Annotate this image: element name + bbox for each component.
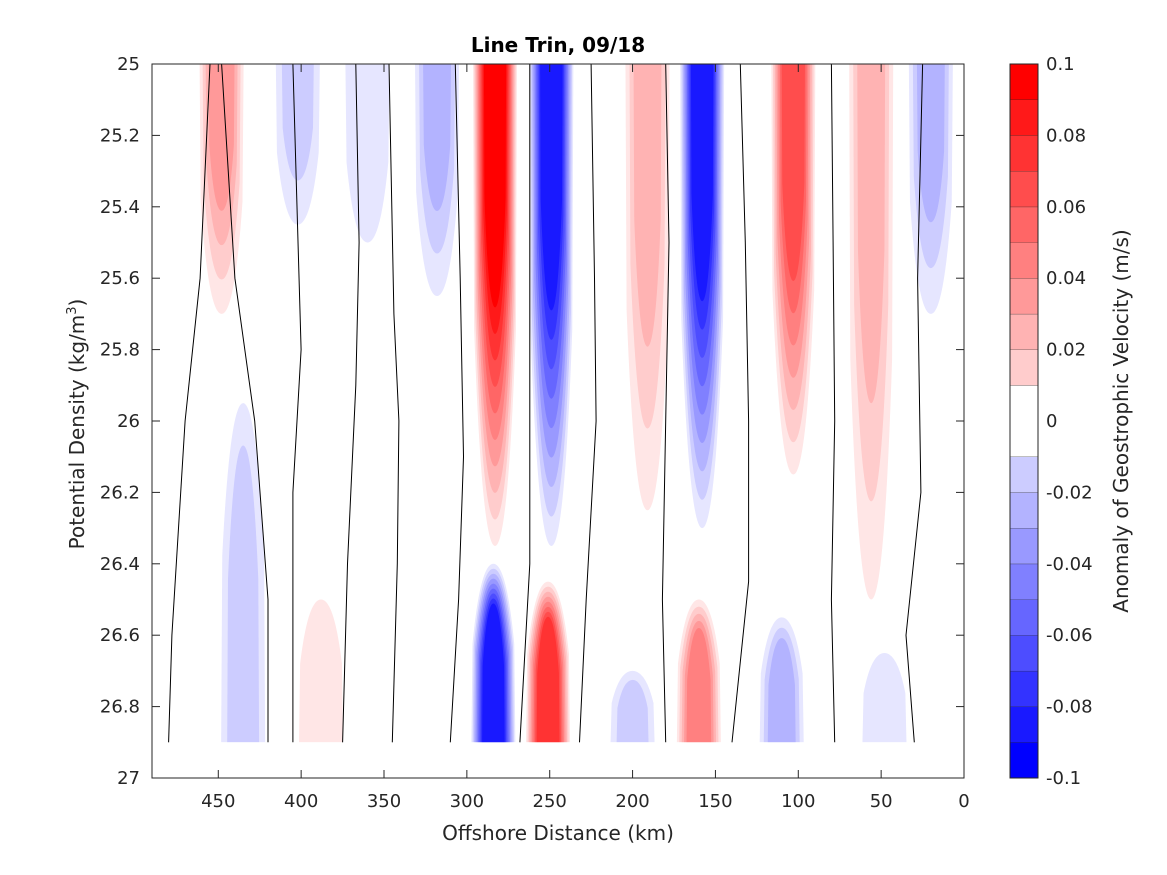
- x-tick-label-8: 50: [870, 791, 893, 812]
- y-tick-label-10: 27: [117, 768, 140, 789]
- zero-contour-lines: [168, 64, 924, 743]
- colorbar-swatch-9: [1010, 385, 1038, 457]
- colorbar-swatch-17: [1010, 99, 1038, 136]
- colorbar-swatch-1: [1010, 706, 1038, 743]
- zero-contour-3: [342, 64, 360, 743]
- contour-band-14-7: [536, 616, 560, 743]
- y-tick-label-3: 25.6: [100, 268, 140, 289]
- contour-band-5-8: [540, 64, 563, 311]
- colorbar-tick-label-9: -0.08: [1046, 697, 1093, 718]
- no-data-region: [152, 742, 964, 778]
- colorbar-swatch-3: [1010, 635, 1038, 671]
- colorbar-swatch-11: [1010, 313, 1038, 350]
- colorbar-swatch-18: [1010, 64, 1038, 100]
- contour-band-8-6: [781, 64, 805, 282]
- zero-contour-5: [449, 64, 465, 743]
- y-axis-title: Potential Density (kg/m3): [65, 299, 89, 550]
- zero-contour-7: [579, 64, 597, 743]
- y-tick-label-9: 26.8: [100, 697, 140, 718]
- colorbar-swatch-15: [1010, 171, 1038, 207]
- x-axis: 450 400 350 300 250 200 150 100 50 0: [201, 64, 970, 812]
- colorbar-tick-label-8: -0.06: [1046, 625, 1093, 646]
- x-tick-label-0: 450: [201, 791, 235, 812]
- y-tick-label-0: 25: [117, 54, 140, 75]
- zero-contour-8: [661, 64, 670, 743]
- chart-title: Line Trin, 09/18: [471, 33, 645, 57]
- x-tick-label-3: 300: [450, 791, 484, 812]
- y-tick-label-7: 26.4: [100, 554, 140, 575]
- colorbar-tick-label-0: 0.1: [1046, 54, 1075, 75]
- colorbar-swatch-16: [1010, 135, 1038, 172]
- contour-band-11-1: [227, 445, 260, 743]
- y-axis: 25 25.2 25.4 25.6 25.8 26 26.2 26.4 26.6 26.8 27: [100, 54, 964, 789]
- zero-contour-10: [830, 64, 836, 743]
- contour-band-18-0: [862, 653, 907, 743]
- x-tick-label-1: 400: [284, 791, 318, 812]
- zero-contour-11: [905, 64, 924, 743]
- contour-band-7-8: [690, 64, 714, 302]
- x-tick-label-4: 250: [533, 791, 567, 812]
- colorbar-swatch-2: [1010, 670, 1038, 707]
- y-axis-title-superscript: 3: [65, 306, 80, 314]
- plot-area: [152, 64, 964, 778]
- contour-band-17-2: [767, 638, 796, 743]
- x-axis-title: Offshore Distance (km): [442, 821, 674, 845]
- colorbar-swatch-0: [1010, 742, 1038, 778]
- contour-band-15-1: [616, 679, 649, 743]
- contour-band-4-9: [483, 64, 507, 308]
- y-tick-label-4: 25.8: [100, 340, 140, 361]
- zero-contour-0: [168, 64, 211, 743]
- colorbar-tick-label-4: 0.02: [1046, 340, 1086, 361]
- colorbar-swatch-5: [1010, 563, 1038, 600]
- contour-band-16-4: [686, 628, 712, 743]
- colorbar-swatch-8: [1010, 456, 1038, 493]
- colorbar-swatch-4: [1010, 599, 1038, 636]
- colorbar-tick-label-6: -0.02: [1046, 482, 1093, 503]
- colorbar-frame: [1009, 63, 1039, 779]
- colorbar: 0.1 0.08 0.06 0.04 0.02 0 -0.02 -0.04 -0.06 -0.08…: [1009, 54, 1093, 789]
- y-tick-label-5: 26: [117, 411, 140, 432]
- colorbar-swatch-14: [1010, 206, 1038, 243]
- colorbar-tick-label-7: -0.04: [1046, 554, 1093, 575]
- colorbar-tick-label-10: -0.1: [1046, 768, 1081, 789]
- contour-band-6-2: [633, 64, 662, 347]
- y-tick-label-8: 26.6: [100, 625, 140, 646]
- contour-band-9-2: [857, 64, 886, 404]
- y-tick-label-6: 26.2: [100, 482, 140, 503]
- colorbar-swatch-13: [1010, 242, 1038, 279]
- contour-band-3-2: [423, 64, 451, 211]
- x-tick-label-6: 150: [698, 791, 732, 812]
- colorbar-swatch-10: [1010, 349, 1038, 386]
- zero-contour-2: [292, 64, 302, 743]
- contour-band-2-0: [345, 64, 390, 243]
- contour-band-10-2: [916, 64, 945, 223]
- zero-contour-6: [519, 64, 531, 743]
- zero-contour-1: [221, 64, 269, 743]
- zero-contour-4: [388, 64, 400, 743]
- contour-band-13-8: [482, 603, 505, 743]
- contour-band-12-0: [299, 599, 344, 743]
- colorbar-tick-label-5: 0: [1046, 411, 1057, 432]
- colorbar-swatch-12: [1010, 278, 1038, 314]
- velocity-contour-fills: [152, 64, 964, 778]
- x-tick-label-9: 0: [958, 791, 969, 812]
- colorbar-tick-label-1: 0.08: [1046, 125, 1086, 146]
- colorbar-swatch-6: [1010, 528, 1038, 564]
- colorbar-tick-label-3: 0.04: [1046, 268, 1086, 289]
- x-tick-label-7: 100: [781, 791, 815, 812]
- colorbar-title: Anomaly of Geostrophic Velocity (m/s): [1109, 229, 1133, 612]
- y-tick-label-1: 25.2: [100, 125, 140, 146]
- contour-band-1-1: [281, 64, 314, 181]
- zero-contour-9: [731, 64, 750, 743]
- x-tick-label-5: 200: [615, 791, 649, 812]
- y-tick-label-2: 25.4: [100, 197, 140, 218]
- colorbar-tick-label-2: 0.06: [1046, 197, 1086, 218]
- x-tick-label-2: 350: [367, 791, 401, 812]
- colorbar-swatch-7: [1010, 492, 1038, 529]
